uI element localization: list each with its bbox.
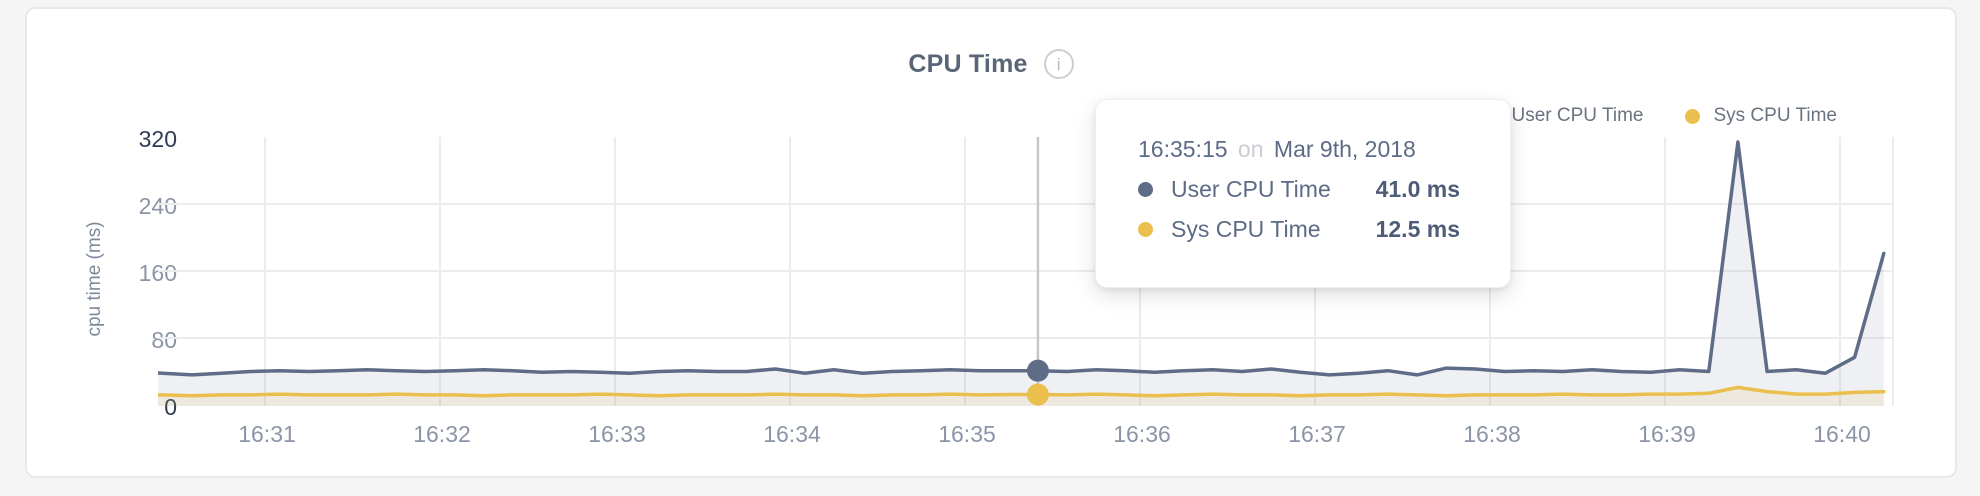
tooltip-series-row: Sys CPU Time 12.5 ms [1138, 214, 1460, 244]
user-cpu-line [158, 140, 1886, 377]
tooltip-series-label: Sys CPU Time [1171, 216, 1321, 242]
x-axis-tick: 16:40 [1813, 421, 1871, 447]
x-axis-tick: 16:36 [1113, 421, 1171, 447]
y-axis-tick: 80 [151, 327, 177, 353]
chart-header: CPU Time i [27, 49, 1955, 79]
x-axis-tick: 16:37 [1288, 421, 1346, 447]
tooltip-series-dot-icon [1138, 221, 1153, 237]
sys-cpu-hover-dot [1026, 383, 1049, 406]
chart-title: CPU Time [908, 49, 1028, 78]
sys-cpu-area [158, 387, 1884, 406]
chart-tooltip: 16:35:15 on Mar 9th, 2018 User CPU Time … [1095, 99, 1511, 288]
x-axis-tick: 16:39 [1638, 421, 1696, 447]
tooltip-date: Mar 9th, 2018 [1273, 136, 1416, 162]
tooltip-timestamp: 16:35:15 on Mar 9th, 2018 [1138, 134, 1460, 164]
y-axis-tick: 0 [164, 394, 177, 420]
x-axis-tick: 16:33 [588, 421, 646, 447]
x-axis-tick: 16:38 [1463, 421, 1521, 447]
x-axis-tick: 16:31 [238, 421, 296, 447]
y-axis-tick: 160 [138, 260, 177, 286]
legend-label: Sys CPU Time [1713, 105, 1837, 126]
tooltip-time: 16:35:15 [1138, 136, 1228, 162]
tooltip-rows: User CPU Time 41.0 ms Sys CPU Time 12.5 … [1138, 174, 1460, 244]
chart-card: CPU Time i User CPU Time Sys CPU Time cp… [25, 7, 1957, 478]
sys-cpu-line [158, 385, 1886, 398]
legend-label: User CPU Time [1511, 105, 1644, 126]
tooltip-series-label: User CPU Time [1171, 176, 1331, 202]
y-axis-tick: 320 [138, 126, 177, 152]
x-axis-tick: 16:35 [938, 421, 996, 447]
x-axis-tick: 16:32 [413, 421, 471, 447]
tooltip-conjunction: on [1237, 136, 1264, 162]
legend-item-sys-cpu[interactable]: Sys CPU Time [1685, 105, 1837, 127]
x-axis-tick: 16:34 [763, 421, 821, 447]
info-icon[interactable]: i [1043, 49, 1074, 79]
user-cpu-area [158, 142, 1884, 406]
y-axis-tick: 240 [138, 193, 177, 219]
legend-dot-icon [1685, 108, 1701, 124]
user-cpu-hover-dot [1026, 359, 1049, 382]
tooltip-series-value: 41.0 ms [1375, 176, 1460, 202]
tooltip-series-value: 12.5 ms [1375, 216, 1460, 242]
tooltip-series-dot-icon [1138, 181, 1153, 197]
tooltip-series-row: User CPU Time 41.0 ms [1138, 174, 1460, 204]
